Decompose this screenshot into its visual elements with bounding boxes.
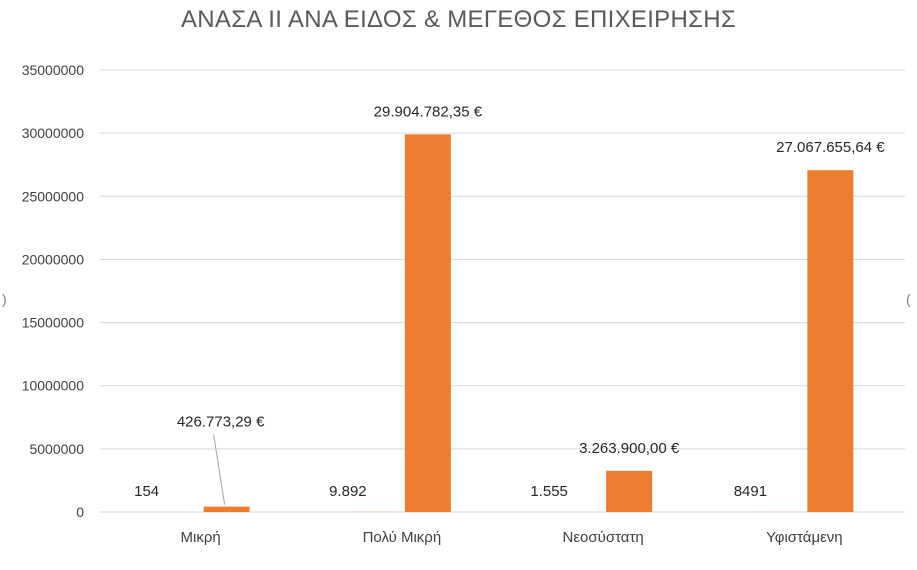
data-label: 8491 <box>734 483 767 500</box>
y-tick-label: 20000000 <box>22 251 85 267</box>
bars <box>151 134 854 512</box>
data-label: 27.067.655,64 € <box>776 139 885 156</box>
x-category-label: Πολύ Μικρή <box>363 529 442 546</box>
y-tick-label: 5000000 <box>29 441 84 457</box>
bar <box>203 506 250 512</box>
data-labels: 154 426.773,29 € 9.892 29.904.782,35 € 1.555… <box>134 103 885 505</box>
data-label: 3.263.900,00 € <box>579 440 680 457</box>
bar <box>606 470 653 512</box>
data-label: 426.773,29 € <box>177 414 265 431</box>
x-category-label: Υφιστάμενη <box>766 529 843 546</box>
y-tick-label: 25000000 <box>22 188 85 204</box>
y-tick-label: 10000000 <box>22 378 85 394</box>
data-label: 154 <box>134 483 159 500</box>
chart-title: ΑΝΑΣΑ ΙΙ ΑΝΑ ΕΙΔΟΣ & ΜΕΓΕΘΟΣ ΕΠΙΧΕΙΡΗΣΗΣ <box>180 6 737 33</box>
bar <box>807 170 854 512</box>
y-tick-label: 30000000 <box>22 125 85 141</box>
data-label: 29.904.782,35 € <box>374 103 483 120</box>
right-edge-mark: ( <box>906 291 911 307</box>
data-label: 9.892 <box>329 483 367 500</box>
y-axis-ticks: 0 5000000 10000000 15000000 20000000 25000000… <box>22 62 85 520</box>
left-edge-mark: ) <box>2 291 7 307</box>
gridlines <box>100 69 905 513</box>
y-tick-label: 35000000 <box>22 62 85 78</box>
y-tick-label: 0 <box>76 504 84 520</box>
bar <box>404 134 451 512</box>
x-axis-categories: Μικρή Πολύ Μικρή Νεοσύστατη Υφιστάμενη <box>181 529 843 546</box>
x-category-label: Μικρή <box>181 529 221 546</box>
leader-line <box>213 434 226 505</box>
y-tick-label: 15000000 <box>22 315 85 331</box>
x-category-label: Νεοσύστατη <box>563 529 644 546</box>
data-label: 1.555 <box>530 483 568 500</box>
